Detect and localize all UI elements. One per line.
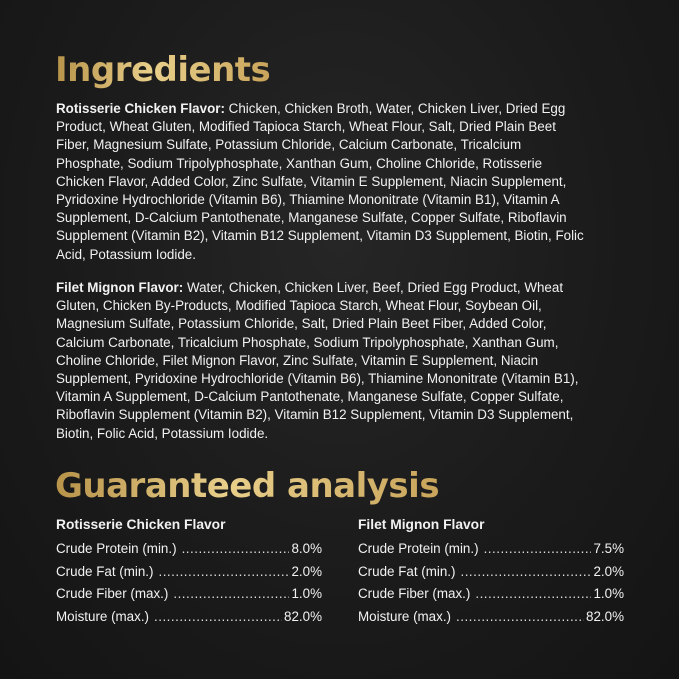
- analysis-row: Moisture (max.) 82.0%: [358, 606, 624, 629]
- ingredient-text: Supplement, D-Calcium Pantothenate, Mang…: [56, 210, 567, 226]
- dot-leader: [154, 606, 282, 629]
- ingredient-line: Choline Chloride, Filet Mignon Flavor, Z…: [56, 352, 636, 370]
- ingredient-text: Supplement, Pyridoxine Hydrochloride (Vi…: [56, 371, 579, 387]
- ingredient-line: Riboflavin Supplement (Vitamin B2), Vita…: [56, 406, 636, 424]
- nutrient-name: Moisture (max.): [358, 609, 452, 625]
- analysis-row: Crude Fat (min.) 2.0%: [56, 561, 322, 584]
- nutrient-value: 7.5%: [593, 541, 624, 556]
- rotisserie-ingredients: Rotisserie Chicken Flavor: Chicken, Chic…: [56, 100, 636, 264]
- analysis-heading: Rotisserie Chicken Flavor: [56, 517, 226, 532]
- analysis-row: Crude Protein (min.) 8.0%: [56, 538, 322, 561]
- ingredients-title: Ingredients: [55, 50, 271, 90]
- nutrient-value: 8.0%: [291, 541, 322, 556]
- ingredient-line: Biotin, Folic Acid, Potassium Iodide.: [56, 425, 636, 443]
- dot-leader: [456, 606, 584, 629]
- analysis-row: Crude Protein (min.) 7.5%: [358, 538, 624, 561]
- ingredient-line: Acid, Potassium Iodide.: [56, 246, 636, 264]
- ingredient-line: Fiber, Magnesium Sulfate, Potassium Chlo…: [56, 136, 636, 154]
- dot-leader: [475, 583, 591, 606]
- analysis-column-filet: Filet Mignon Flavor Crude Protein (min.) 7…: [358, 516, 624, 629]
- ingredient-line: Gluten, Chicken By-Products, Modified Ta…: [56, 297, 636, 315]
- ingredient-line: Supplement (Vitamin B2), Vitamin B12 Sup…: [56, 227, 636, 245]
- ingredient-text: Acid, Potassium Iodide.: [56, 246, 196, 262]
- ingredient-line: Filet Mignon Flavor: Water, Chicken, Chi…: [56, 279, 636, 297]
- nutrient-value: 1.0%: [593, 586, 624, 602]
- analysis-heading: Filet Mignon Flavor: [358, 517, 485, 532]
- analysis-column-rotisserie: Rotisserie Chicken Flavor Crude Protein (…: [56, 516, 322, 629]
- analysis-row: Crude Fat (min.) 2.0%: [358, 561, 624, 584]
- analysis-row: Moisture (max.) 82.0%: [56, 606, 322, 629]
- ingredient-line: Phosphate, Sodium Tripolyphosphate, Xant…: [56, 155, 636, 173]
- ingredient-line: Supplement, Pyridoxine Hydrochloride (Vi…: [56, 370, 636, 388]
- nutrient-name: Crude Fat (min.): [56, 563, 154, 579]
- nutrient-value: 2.0%: [593, 563, 624, 579]
- nutrient-value: 82.0%: [284, 609, 322, 625]
- ingredient-line: Supplement, D-Calcium Pantothenate, Mang…: [56, 209, 636, 227]
- ingredient-text: Choline Chloride, Filet Mignon Flavor, Z…: [56, 352, 539, 368]
- ingredient-line: Rotisserie Chicken Flavor: Chicken, Chic…: [56, 100, 636, 118]
- nutrient-name: Crude Fiber (max.): [56, 586, 169, 602]
- dot-leader: [158, 561, 289, 584]
- analysis-row: Crude Fiber (max.) 1.0%: [56, 583, 322, 606]
- ingredient-text: Gluten, Chicken By-Products, Modified Ta…: [56, 298, 542, 314]
- nutrient-name: Crude Protein (min.): [358, 541, 479, 556]
- ingredient-line: Calcium Carbonate, Tricalcium Phosphate,…: [56, 334, 636, 352]
- ingredient-text: Magnesium Sulfate, Potassium Chloride, S…: [56, 316, 547, 332]
- ingredient-line: Product, Wheat Gluten, Modified Tapioca …: [56, 118, 636, 136]
- flavor-label: Filet Mignon Flavor:: [56, 280, 184, 295]
- ingredient-line: Chicken Flavor, Added Color, Zinc Sulfat…: [56, 173, 636, 191]
- nutrient-name: Moisture (max.): [56, 609, 150, 625]
- dot-leader: [484, 538, 592, 561]
- dot-leader: [460, 561, 591, 584]
- ingredient-line: Pyridoxine Hydrochloride (Vitamin B6), T…: [56, 191, 636, 209]
- dot-leader: [182, 538, 290, 561]
- analysis-title: Guaranteed analysis: [55, 466, 440, 506]
- ingredient-text: Product, Wheat Gluten, Modified Tapioca …: [56, 119, 556, 135]
- ingredient-text: Pyridoxine Hydrochloride (Vitamin B6), T…: [56, 192, 560, 208]
- flavor-label: Rotisserie Chicken Flavor:: [56, 101, 225, 116]
- ingredient-text: Fiber, Magnesium Sulfate, Potassium Chlo…: [56, 137, 522, 153]
- nutrient-value: 2.0%: [291, 563, 322, 579]
- analysis-row: Crude Fiber (max.) 1.0%: [358, 583, 624, 606]
- nutrient-name: Crude Fat (min.): [358, 563, 456, 579]
- nutrient-name: Crude Fiber (max.): [358, 586, 471, 602]
- dot-leader: [173, 583, 289, 606]
- ingredient-text: Biotin, Folic Acid, Potassium Iodide.: [56, 425, 269, 441]
- ingredient-text: Vitamin A Supplement, D-Calcium Pantothe…: [56, 389, 564, 405]
- filet-ingredients: Filet Mignon Flavor: Water, Chicken, Chi…: [56, 279, 636, 443]
- ingredient-text: Supplement (Vitamin B2), Vitamin B12 Sup…: [56, 228, 584, 244]
- nutrient-value: 82.0%: [586, 609, 624, 625]
- ingredient-text: Riboflavin Supplement (Vitamin B2), Vita…: [56, 407, 574, 423]
- nutrient-value: 1.0%: [291, 586, 322, 602]
- nutrient-name: Crude Protein (min.): [56, 541, 177, 556]
- ingredient-text: Calcium Carbonate, Tricalcium Phosphate,…: [56, 334, 559, 350]
- ingredient-text: Phosphate, Sodium Tripolyphosphate, Xant…: [56, 155, 543, 171]
- ingredient-line: Magnesium Sulfate, Potassium Chloride, S…: [56, 315, 636, 333]
- ingredient-line: Vitamin A Supplement, D-Calcium Pantothe…: [56, 388, 636, 406]
- ingredient-text: Chicken Flavor, Added Color, Zinc Sulfat…: [56, 173, 567, 189]
- ingredient-text: Chicken, Chicken Broth, Water, Chicken L…: [224, 101, 566, 116]
- ingredient-text: Water, Chicken, Chicken Liver, Beef, Dri…: [183, 280, 564, 295]
